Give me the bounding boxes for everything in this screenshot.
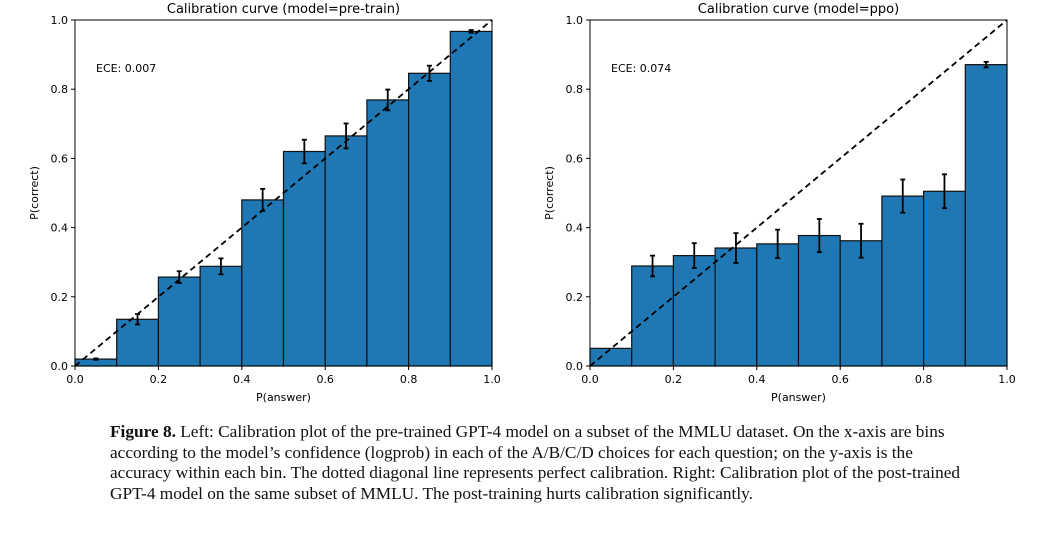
error-bar [468,29,474,34]
bar [881,195,925,367]
ece-annotation: ECE: 0.074 [611,62,671,75]
y-tick-label: 0.2 [566,291,584,304]
error-bar [858,222,864,259]
y-axis-label: P(correct) [543,166,556,220]
bar [922,190,966,367]
error-bar [385,88,391,112]
x-tick-label: 0.6 [316,373,334,386]
y-tick-label: 0.6 [51,152,69,165]
bar [756,243,800,367]
bar [157,276,201,367]
bar [241,199,285,367]
error-bar [218,257,224,276]
x-tick-label: 1.0 [998,373,1016,386]
error-bar [650,254,656,278]
chart-panel-right: 0.0 0.2 0.4 0.6 0.8 1.0 0.0 0.2 0.4 0.6 0.8 1.0 Cali… [543,2,1016,404]
bar [797,234,841,367]
error-bar [775,228,781,259]
chart-title: Calibration curve (model=pre-train) [167,2,400,17]
error-bar [816,218,822,254]
y-tick-label: 1.0 [566,14,584,27]
x-tick-label: 0.0 [66,373,84,386]
x-tick-label: 0.2 [665,373,683,386]
error-bar [941,173,947,210]
bar [839,240,883,367]
error-bar [176,270,182,284]
bar [631,265,675,367]
y-tick-label: 0.4 [51,222,69,235]
y-tick-label: 0.0 [51,360,69,373]
x-axis-label: P(answer) [256,391,311,404]
error-bar [301,138,307,165]
x-tick-label: 1.0 [483,373,501,386]
error-bar [733,232,739,264]
x-tick-label: 0.8 [400,373,418,386]
chart-title: Calibration curve (model=ppo) [698,2,899,17]
error-bar [983,60,989,69]
perfect-calibration-line [74,19,493,367]
x-tick-label: 0.8 [915,373,933,386]
error-bar [691,242,697,269]
y-axis-label: P(correct) [28,166,41,220]
bar [964,64,1008,367]
calibration-figure: 0.0 0.2 0.4 0.6 0.8 1.0 0.0 0.2 0.4 0.6 0.8 1.0 Cali… [28,2,1016,404]
y-tick-label: 0.2 [51,291,69,304]
bar [449,30,493,367]
x-tick-label: 0.2 [150,373,168,386]
bar [324,135,368,367]
y-tick-label: 0.8 [566,83,584,96]
x-tick-label: 0.6 [831,373,849,386]
figure-caption: Figure 8. Left: Calibration plot of the … [110,422,970,504]
y-tick-label: 1.0 [51,14,69,27]
bar [366,99,410,367]
x-tick-label: 0.4 [233,373,251,386]
y-tick-label: 0.4 [566,222,584,235]
bar [672,255,716,367]
y-tick-label: 0.8 [51,83,69,96]
error-bar [900,178,906,214]
y-tick-label: 0.0 [566,360,584,373]
error-bar [343,122,349,150]
chart-panel-left: 0.0 0.2 0.4 0.6 0.8 1.0 0.0 0.2 0.4 0.6 0.8 1.0 Cali… [28,2,501,404]
bar [408,72,451,367]
error-bar [426,64,432,82]
caption-label: Figure 8. [110,422,176,441]
bar [589,347,633,367]
bar [714,247,758,367]
x-axis-label: P(answer) [771,391,826,404]
perfect-calibration-line [589,19,1008,367]
axes-frame [74,19,493,367]
y-tick-label: 0.6 [566,152,584,165]
axes-frame [589,19,1008,367]
bar [282,150,326,367]
x-tick-label: 0.0 [581,373,599,386]
error-bar [93,357,99,361]
x-tick-label: 0.4 [748,373,766,386]
ece-annotation: ECE: 0.007 [96,62,156,75]
caption-text: Left: Calibration plot of the pre-traine… [110,422,961,503]
bar [199,265,243,367]
